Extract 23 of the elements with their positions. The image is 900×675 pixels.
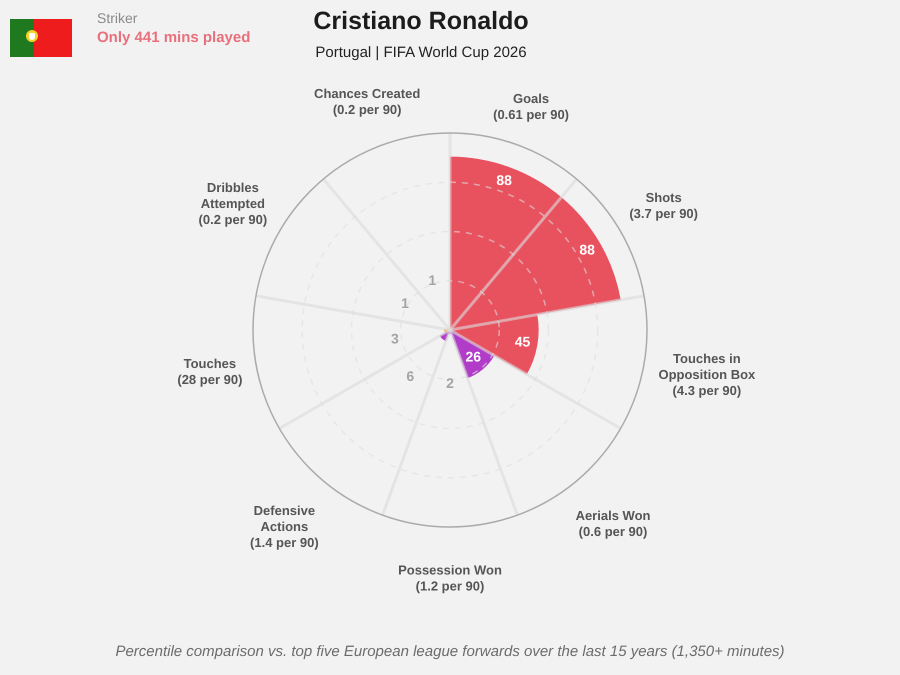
data-label: 3 [391, 330, 400, 347]
data-label: 1 [428, 272, 436, 288]
text: Portugal | FIFA World Cup 2026 [315, 44, 527, 61]
data-label: 45 [514, 334, 531, 350]
text: Striker [97, 10, 138, 27]
text: Only 441 mins played [97, 29, 250, 47]
category-label: Dribbles Attempted (0.2 per 90) [198, 180, 268, 228]
category-label: Chances Created (0.2 per 90) [314, 86, 420, 117]
data-label: 2 [446, 374, 454, 391]
text: Percentile comparison vs. top five European league forwards over the last 15 years (1,350+ minutes) [114, 643, 786, 661]
category-label: Aerials Won (0.6 per 90) [576, 508, 651, 539]
data-label: 6 [406, 368, 414, 384]
category-label: Shots (3.7 per 90) [629, 190, 698, 222]
data-label: 26 [465, 348, 482, 365]
data-label: 88 [496, 172, 512, 188]
category-label: Goals (0.61 per 90) [493, 90, 569, 122]
data-label: 1 [401, 294, 410, 311]
category-label: Touches (28 per 90) [177, 356, 242, 387]
text: Cristiano Ronaldo [313, 7, 529, 35]
category-label: Defensive Actions (1.4 per 90) [250, 502, 319, 550]
category-label: Touches in Opposition Box (4.3 per 90) [658, 350, 756, 398]
data-label: 88 [579, 242, 596, 258]
category-label: Possession Won (1.2 per 90) [398, 562, 502, 594]
